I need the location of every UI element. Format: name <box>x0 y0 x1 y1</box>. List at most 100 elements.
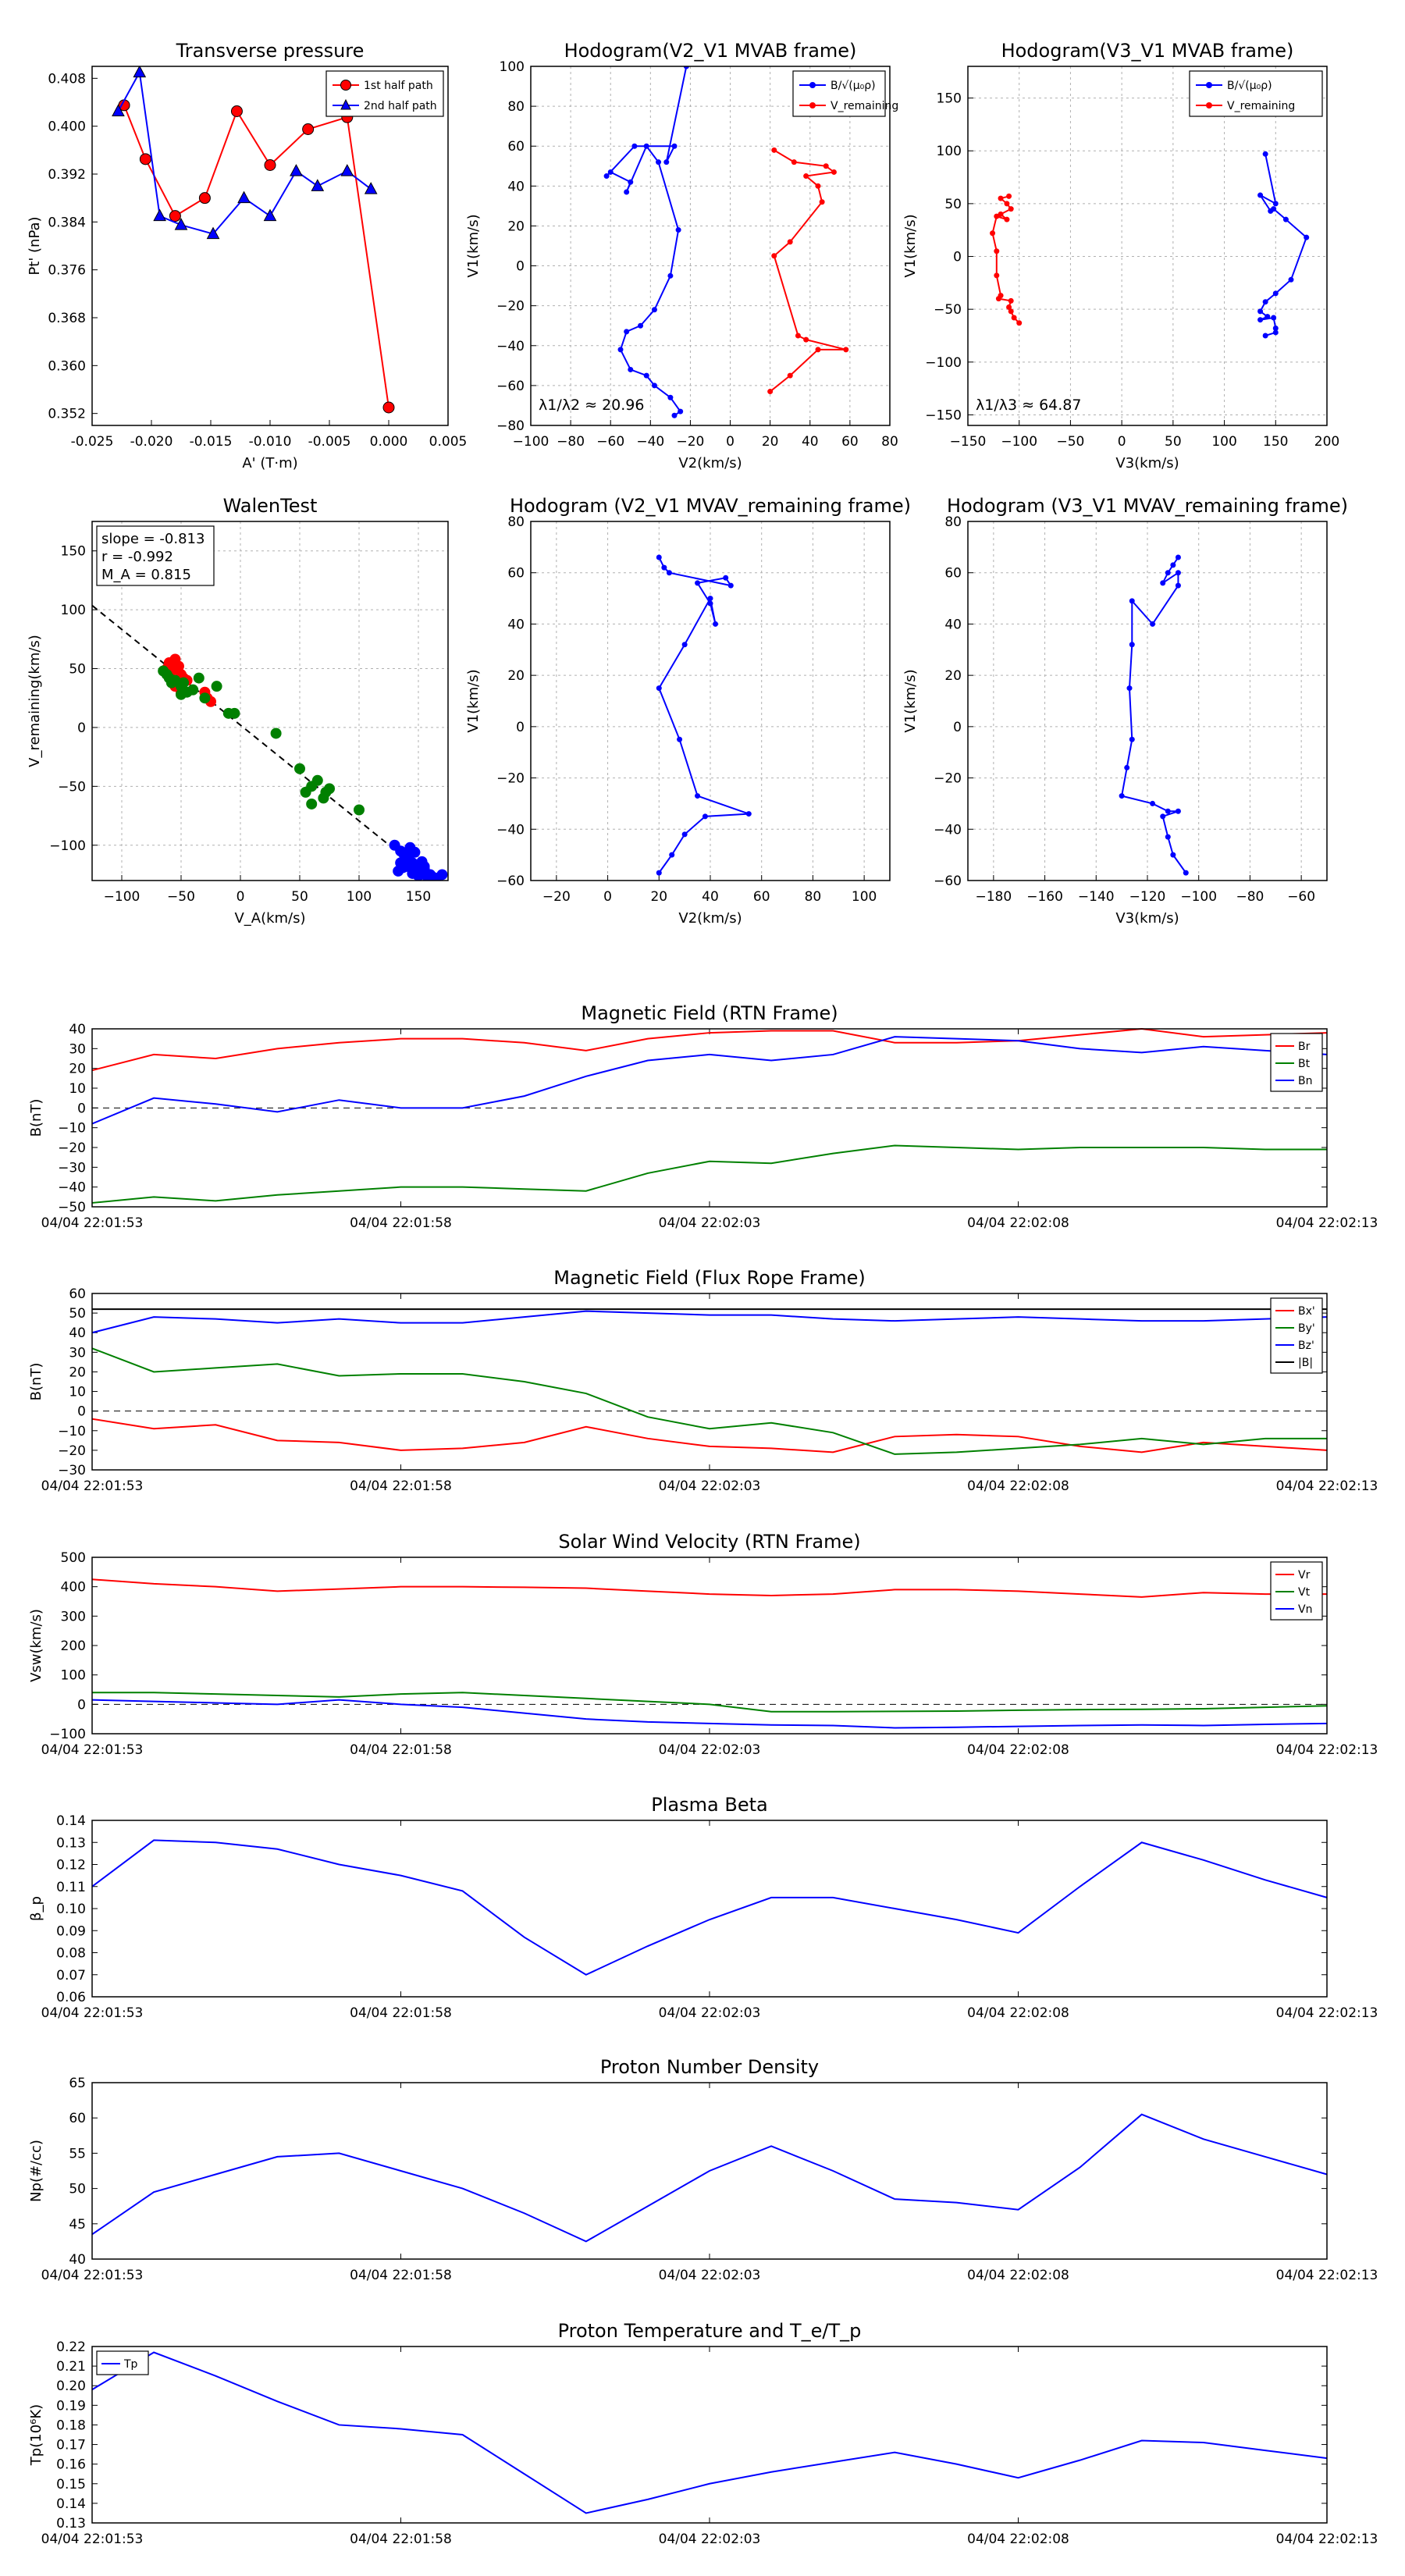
y-tick-label: 100 <box>61 603 86 618</box>
data-point <box>311 179 325 191</box>
series-line-Br <box>91 1027 1328 1072</box>
data-point <box>681 831 688 838</box>
legend-label: Bz' <box>1298 1340 1314 1352</box>
x-tick-label: 04/04 22:01:53 <box>41 2005 144 2021</box>
x-tick-label: 04/04 22:02:03 <box>659 2005 761 2021</box>
legend-label: B/√(μ₀ρ) <box>831 80 876 92</box>
x-tick-label: −40 <box>636 434 664 450</box>
plot-area <box>92 604 448 881</box>
series-line-Vt <box>92 1692 1328 1713</box>
x-tick-label: 04/04 22:01:53 <box>41 1742 144 1758</box>
y-tick-label: 60 <box>944 566 962 582</box>
y-tick-label: 20 <box>507 668 525 684</box>
data-point <box>624 329 630 335</box>
stats-box <box>96 525 215 586</box>
x-tick-label: -0.025 <box>71 434 114 450</box>
series-line-Bt <box>91 1144 1327 1204</box>
x-tick-label: −180 <box>976 889 1012 905</box>
data-point <box>617 347 624 353</box>
x-axis-label: V3(km/s) <box>1115 910 1179 927</box>
y-tick-label: 0.11 <box>56 1880 86 1895</box>
y-tick-label: 0.13 <box>56 1835 86 1851</box>
data-point <box>994 248 1000 254</box>
data-point <box>1150 800 1156 806</box>
plot-frame <box>530 521 891 881</box>
y-tick-label: 0 <box>516 259 525 275</box>
chart-title: Hodogram(V2_V1 MVAB frame) <box>564 40 857 62</box>
y-tick-label: −50 <box>58 1200 86 1215</box>
chart-mag_rtn: −50 −40 −30 −20 −10 0 10 20 30 40 04/04 22:01:53 04… <box>28 1002 1378 1231</box>
series-line-V_remaining <box>770 149 847 393</box>
plot-frame <box>91 1028 1328 1208</box>
data-point <box>667 394 674 400</box>
data-point <box>643 372 649 379</box>
data-point <box>1160 580 1166 586</box>
x-tick-label: −100 <box>513 434 550 450</box>
data-point-green <box>270 728 282 739</box>
x-tick-label: 04/04 22:01:53 <box>41 1215 144 1231</box>
chart-h4: −180 −160 −140 −120 −100 −80 −60 −60 −40 −20 0 20 40… <box>902 495 1348 927</box>
y-tick-label: −150 <box>925 407 962 423</box>
data-point <box>1272 326 1279 332</box>
data-point <box>382 401 395 414</box>
chart-pt: -0.025 -0.020 -0.015 -0.010 -0.005 0.000 0.005… <box>27 40 467 471</box>
y-tick-label: 150 <box>61 544 86 560</box>
data-point <box>795 333 801 339</box>
y-tick-label: 50 <box>69 1306 86 1322</box>
y-tick-label: 30 <box>69 1345 86 1361</box>
data-point <box>998 211 1004 217</box>
y-axis-label: V1(km/s) <box>465 669 482 732</box>
y-tick-label: 60 <box>507 139 525 155</box>
data-point <box>707 600 713 607</box>
x-tick-label: 200 <box>1314 434 1339 450</box>
y-tick-label: 0.14 <box>56 1813 86 1829</box>
chart-title: Hodogram(V3_V1 MVAB frame) <box>1001 40 1294 62</box>
y-tick-label: −50 <box>934 302 962 318</box>
chart-title: Proton Temperature and T_e/T_p <box>558 2320 862 2342</box>
annotation-text: λ1/λ2 ≈ 20.96 <box>539 397 644 414</box>
y-axis-label: V1(km/s) <box>902 669 919 732</box>
legend-marker <box>1206 82 1212 88</box>
plot-frame <box>91 66 449 426</box>
data-point <box>1126 685 1133 692</box>
x-tick-label: 04/04 22:01:58 <box>350 1478 452 1494</box>
x-tick-label: 0 <box>1118 434 1126 450</box>
y-axis-label: β_p <box>28 1896 44 1921</box>
data-point <box>631 143 638 149</box>
y-tick-label: 0.12 <box>56 1858 86 1873</box>
data-point-blue <box>436 869 448 881</box>
data-point <box>1006 304 1012 310</box>
y-tick-label: 0.21 <box>56 2359 86 2375</box>
data-point-green <box>211 681 222 692</box>
data-point <box>153 208 166 222</box>
y-tick-label: 100 <box>500 59 525 75</box>
data-point <box>815 183 821 189</box>
y-tick-label: 20 <box>69 1364 86 1380</box>
x-tick-label: 80 <box>881 434 898 450</box>
x-tick-label: 100 <box>347 889 372 905</box>
data-point <box>1129 598 1135 604</box>
data-point <box>695 793 701 799</box>
legend-marker <box>1206 102 1212 109</box>
y-tick-label: 10 <box>69 1385 86 1400</box>
data-point-green <box>178 677 190 688</box>
data-point <box>1257 308 1264 315</box>
data-point <box>1272 290 1279 297</box>
y-tick-label: −60 <box>934 873 962 889</box>
y-tick-label: 150 <box>937 91 962 107</box>
data-point <box>1150 621 1156 627</box>
y-axis-label: Pt' (nPa) <box>27 216 43 275</box>
data-point <box>702 813 708 820</box>
x-tick-label: 04/04 22:02:13 <box>1276 1215 1378 1231</box>
y-tick-label: −20 <box>496 771 525 787</box>
legend-label: 1st half path <box>364 80 433 92</box>
x-tick-label: 04/04 22:01:58 <box>350 2268 452 2283</box>
x-tick-label: −120 <box>1129 889 1166 905</box>
plot-frame <box>91 2346 1328 2524</box>
data-point-blue <box>397 862 409 873</box>
chart-title: Proton Number Density <box>600 2056 819 2078</box>
data-point <box>638 322 644 329</box>
series-line-1st half path <box>123 105 389 408</box>
x-tick-label: 04/04 22:01:58 <box>350 2005 452 2021</box>
x-tick-label: −20 <box>676 434 704 450</box>
